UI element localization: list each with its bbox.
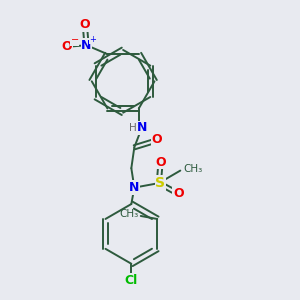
Text: +: + — [89, 35, 96, 44]
Text: O: O — [155, 156, 166, 169]
Text: CH₃: CH₃ — [119, 209, 138, 220]
Text: O: O — [173, 187, 184, 200]
Text: O: O — [80, 18, 90, 32]
Text: CH₃: CH₃ — [183, 164, 202, 174]
Text: −: − — [70, 35, 79, 45]
Text: H: H — [129, 123, 137, 133]
Text: O: O — [62, 40, 72, 53]
Text: S: S — [155, 176, 165, 190]
Text: N: N — [136, 122, 147, 134]
Text: N: N — [81, 39, 92, 52]
Text: O: O — [152, 133, 162, 146]
Text: N: N — [129, 181, 140, 194]
Text: Cl: Cl — [125, 274, 138, 287]
